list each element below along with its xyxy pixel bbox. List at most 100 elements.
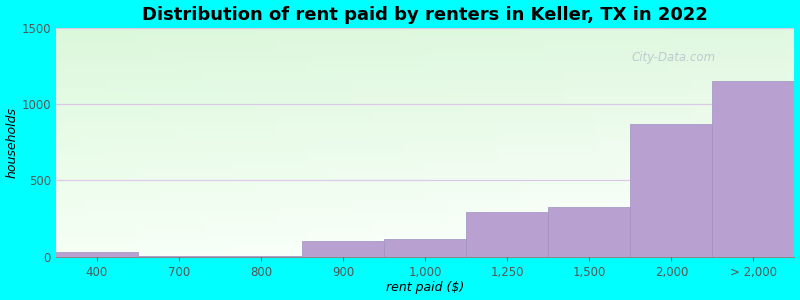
Bar bbox=[56, 169, 794, 170]
Bar bbox=[418, 28, 425, 256]
Bar bbox=[758, 28, 765, 256]
Bar bbox=[56, 219, 794, 220]
Bar bbox=[115, 28, 122, 256]
Bar bbox=[196, 28, 203, 256]
Bar bbox=[521, 28, 529, 256]
Bar bbox=[56, 131, 794, 132]
Bar bbox=[56, 149, 794, 150]
Bar bbox=[122, 28, 130, 256]
Bar bbox=[728, 28, 735, 256]
Bar bbox=[56, 108, 794, 109]
Bar bbox=[56, 75, 794, 76]
Bar bbox=[56, 43, 794, 44]
Bar bbox=[130, 28, 137, 256]
Bar bbox=[248, 28, 255, 256]
Bar bbox=[56, 83, 794, 84]
Bar bbox=[433, 28, 440, 256]
Bar bbox=[56, 31, 794, 32]
Bar bbox=[56, 109, 794, 110]
Bar bbox=[56, 47, 794, 49]
Bar bbox=[56, 196, 794, 197]
Bar bbox=[712, 81, 794, 256]
Bar bbox=[174, 28, 182, 256]
Bar bbox=[56, 197, 794, 198]
Bar bbox=[56, 135, 794, 136]
Bar bbox=[56, 74, 794, 75]
Bar bbox=[56, 251, 794, 252]
Bar bbox=[56, 117, 794, 118]
Bar bbox=[56, 170, 794, 171]
Bar bbox=[70, 28, 78, 256]
Bar bbox=[302, 241, 384, 256]
Bar bbox=[56, 106, 794, 107]
Bar bbox=[56, 160, 794, 162]
Bar bbox=[56, 42, 794, 43]
Bar bbox=[742, 28, 750, 256]
Bar bbox=[384, 239, 466, 256]
Bar bbox=[56, 241, 794, 242]
Bar bbox=[56, 71, 794, 73]
Text: City-Data.com: City-Data.com bbox=[632, 51, 716, 64]
Bar bbox=[56, 195, 794, 196]
Bar bbox=[765, 28, 772, 256]
Bar bbox=[56, 212, 794, 213]
Bar bbox=[56, 101, 794, 102]
Bar bbox=[56, 202, 794, 203]
Bar bbox=[56, 28, 794, 29]
Bar bbox=[285, 28, 292, 256]
Bar bbox=[56, 244, 794, 245]
Bar bbox=[56, 92, 794, 93]
Bar bbox=[218, 28, 226, 256]
Bar bbox=[56, 190, 794, 191]
Bar bbox=[56, 98, 794, 99]
Bar bbox=[780, 28, 787, 256]
Bar bbox=[56, 152, 794, 153]
Bar bbox=[56, 252, 794, 253]
Bar bbox=[56, 142, 794, 143]
Bar bbox=[56, 171, 794, 172]
Bar bbox=[56, 204, 794, 205]
Bar bbox=[56, 77, 794, 78]
Bar bbox=[56, 52, 794, 53]
Bar bbox=[56, 172, 794, 173]
Bar bbox=[137, 28, 145, 256]
Bar bbox=[610, 28, 617, 256]
Bar bbox=[466, 212, 548, 256]
Bar bbox=[706, 28, 713, 256]
Bar bbox=[56, 80, 794, 82]
Bar bbox=[56, 162, 794, 163]
Bar bbox=[56, 51, 794, 52]
Bar bbox=[388, 28, 395, 256]
Bar bbox=[543, 28, 550, 256]
Bar bbox=[56, 141, 794, 142]
Bar bbox=[56, 166, 794, 167]
Bar bbox=[56, 180, 794, 181]
Bar bbox=[86, 28, 93, 256]
Bar bbox=[56, 126, 794, 128]
Bar bbox=[314, 28, 322, 256]
Bar bbox=[307, 28, 314, 256]
Bar bbox=[56, 208, 794, 210]
Bar bbox=[617, 28, 625, 256]
Bar bbox=[56, 150, 794, 152]
Bar bbox=[255, 28, 262, 256]
Bar bbox=[56, 49, 794, 50]
Bar bbox=[56, 67, 794, 68]
Bar bbox=[56, 205, 794, 206]
Bar bbox=[536, 28, 543, 256]
Bar bbox=[56, 159, 794, 160]
Bar bbox=[56, 236, 794, 237]
Bar bbox=[56, 232, 794, 234]
Bar bbox=[447, 28, 454, 256]
Bar bbox=[56, 53, 794, 54]
Bar bbox=[56, 134, 794, 135]
Bar bbox=[56, 181, 794, 182]
Bar bbox=[56, 157, 794, 158]
Bar bbox=[56, 116, 794, 117]
Bar bbox=[56, 86, 794, 87]
Bar bbox=[56, 124, 794, 125]
Bar bbox=[506, 28, 514, 256]
Bar bbox=[56, 111, 794, 112]
Bar bbox=[56, 46, 794, 47]
Bar bbox=[56, 62, 794, 63]
